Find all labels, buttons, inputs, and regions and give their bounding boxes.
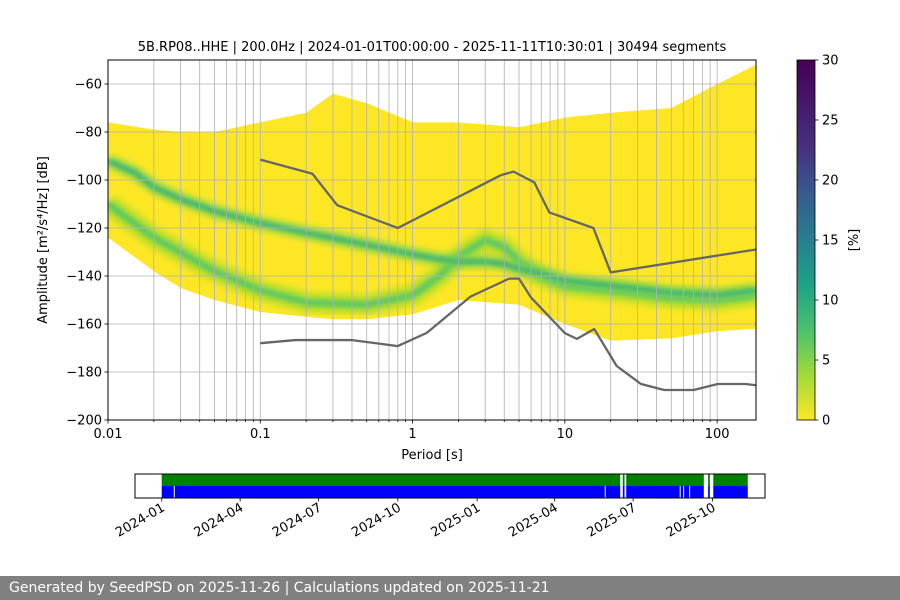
noise-models bbox=[259, 158, 756, 392]
x-tick-label: 0.1 bbox=[250, 427, 271, 442]
timeline-gap bbox=[620, 486, 623, 498]
timeline-gap bbox=[709, 474, 714, 486]
timeline-gap bbox=[679, 486, 681, 498]
colorbar-tick-label: 10 bbox=[822, 294, 839, 309]
colorbar-label: [%] bbox=[847, 229, 862, 252]
timeline-tick-label: 2025-07 bbox=[585, 500, 640, 540]
data-availability-timeline bbox=[161, 474, 748, 498]
timeline-gap bbox=[703, 474, 709, 486]
y-axis-ticks: −60 −80 −100 −120 −140 −160 −180 −200 bbox=[66, 78, 108, 429]
y-tick-label: −140 bbox=[66, 270, 102, 285]
colorbar-tick-label: 25 bbox=[822, 114, 839, 129]
colorbar-tick-label: 20 bbox=[822, 174, 839, 189]
x-tick-label: 0.01 bbox=[94, 427, 123, 442]
timeline-tick-label: 2024-07 bbox=[270, 500, 325, 540]
psd-plot-area bbox=[108, 64, 756, 341]
colorbar bbox=[796, 59, 816, 421]
timeline-tick-label: 2025-04 bbox=[506, 500, 561, 540]
high-noise-model-line bbox=[259, 158, 756, 274]
timeline-gap bbox=[683, 486, 685, 498]
timeline-frame bbox=[134, 473, 766, 499]
x-axis-label: Period [s] bbox=[401, 448, 463, 463]
timeline-tick-label: 2025-01 bbox=[429, 500, 484, 540]
timeline-gap bbox=[620, 474, 623, 486]
colorbar-ticks: 0 5 10 15 20 25 30 bbox=[815, 54, 839, 429]
timeline-gap bbox=[173, 486, 175, 498]
timeline-gap bbox=[689, 486, 691, 498]
density-envelope-area bbox=[108, 64, 756, 341]
timeline-ticks: 2024-01 2024-04 2024-07 2024-10 2025-01 2025-… bbox=[113, 498, 718, 541]
timeline-tick-label: 2024-10 bbox=[349, 500, 404, 540]
timeline-gap bbox=[624, 474, 627, 486]
colorbar-tick-label: 0 bbox=[822, 414, 830, 429]
timeline-gap bbox=[604, 486, 606, 498]
x-axis-ticks: 0.01 0.1 1 10 100 bbox=[94, 420, 730, 442]
timeline-gap bbox=[709, 486, 714, 498]
chart-title: 5B.RP08..HHE | 200.0Hz | 2024-01-01T00:0… bbox=[138, 40, 727, 55]
x-tick-label: 100 bbox=[705, 427, 730, 442]
timeline-gap bbox=[703, 486, 709, 498]
timeline-gap bbox=[624, 486, 627, 498]
timeline-tick-label: 2024-04 bbox=[192, 500, 247, 540]
timeline-tick-label: 2025-10 bbox=[664, 500, 719, 540]
y-tick-label: −180 bbox=[66, 366, 102, 381]
timeline-bar-processed bbox=[161, 486, 748, 498]
colorbar-tick-label: 15 bbox=[822, 234, 839, 249]
low-noise-model-line bbox=[260, 277, 756, 392]
footer-text: Generated by SeedPSD on 2025-11-26 | Cal… bbox=[0, 576, 900, 600]
y-axis-label: Amplitude [m²/s⁴/Hz] [dB] bbox=[36, 156, 51, 324]
density-mode-line bbox=[108, 159, 756, 297]
y-tick-label: −160 bbox=[66, 318, 102, 333]
timeline-bar-available bbox=[161, 474, 748, 486]
timeline-tick-label: 2024-01 bbox=[113, 500, 168, 540]
x-tick-label: 10 bbox=[557, 427, 574, 442]
colorbar-tick-label: 5 bbox=[822, 354, 830, 369]
y-tick-label: −80 bbox=[75, 126, 102, 141]
y-tick-label: −100 bbox=[66, 174, 102, 189]
colorbar-tick-label: 30 bbox=[822, 54, 839, 69]
y-tick-label: −120 bbox=[66, 222, 102, 237]
y-tick-label: −200 bbox=[66, 414, 102, 429]
plot-frame bbox=[107, 59, 757, 421]
y-tick-label: −60 bbox=[75, 78, 102, 93]
x-tick-label: 1 bbox=[408, 427, 416, 442]
